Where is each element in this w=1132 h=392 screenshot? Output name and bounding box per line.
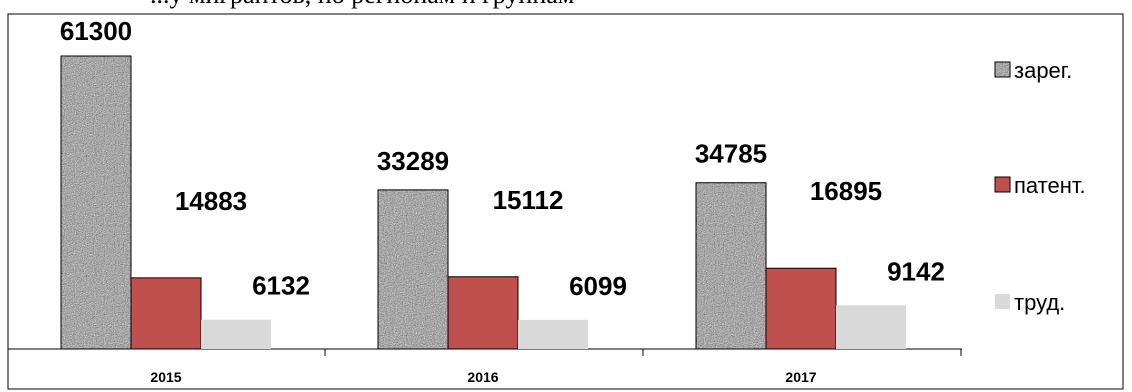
data-label: 6132	[252, 271, 310, 301]
legend-swatch	[995, 177, 1010, 192]
bar-патент-2016	[448, 277, 518, 349]
data-label: 9142	[887, 256, 945, 286]
legend-swatch	[995, 294, 1010, 309]
bar-патент-2017	[766, 268, 836, 349]
category-label: 2016	[467, 369, 498, 385]
legend-label: зарег.	[1014, 58, 1072, 83]
data-label: 15112	[493, 185, 564, 215]
category-labels-group: 2015 2016 2017	[150, 369, 816, 385]
bar-зарег-2015	[61, 56, 131, 349]
data-label: 33289	[377, 146, 449, 176]
data-label: 61300	[60, 16, 132, 46]
category-label: 2017	[785, 369, 816, 385]
data-labels-group: 61300 33289 34785 14883 15112 16895 6132 6099 91…	[60, 16, 945, 301]
bar-труд-2015	[201, 320, 271, 349]
data-label: 6099	[569, 271, 627, 301]
data-label: 14883	[175, 186, 247, 216]
legend: зарег. патент. труд.	[995, 58, 1086, 315]
data-label: 34785	[695, 139, 767, 169]
legend-label: труд.	[1014, 290, 1065, 315]
category-label: 2015	[150, 369, 181, 385]
legend-swatch	[995, 62, 1010, 77]
bar-зарег-2016	[378, 190, 448, 349]
bar-труд-2017	[836, 305, 906, 349]
bar-патент-2015	[131, 278, 201, 349]
bar-зарег-2017	[696, 183, 766, 349]
legend-label: патент.	[1014, 173, 1086, 198]
bar-труд-2016	[518, 320, 588, 349]
data-label: 16895	[810, 176, 882, 206]
